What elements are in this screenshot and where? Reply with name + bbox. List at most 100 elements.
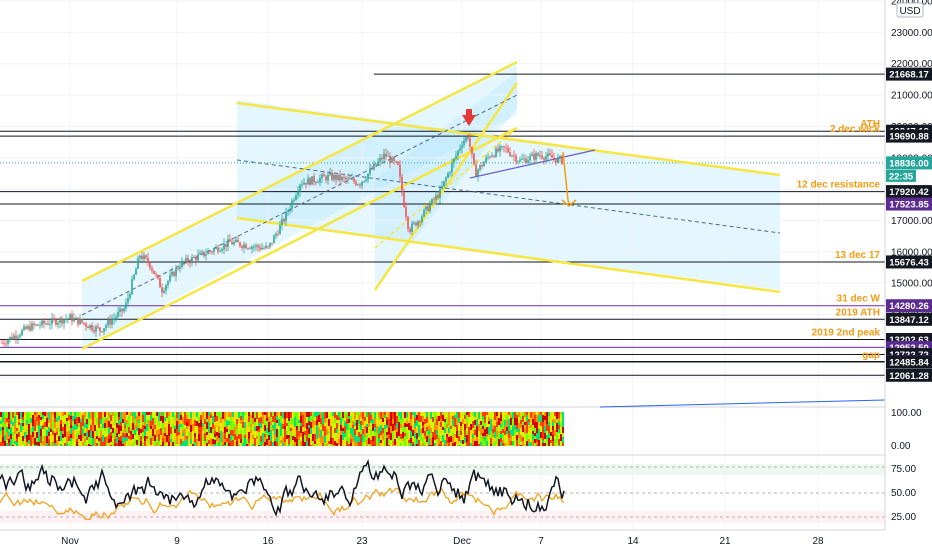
heatmap-cell bbox=[184, 429, 186, 434]
heatmap-cell bbox=[280, 436, 282, 440]
heatmap-cell bbox=[544, 439, 546, 443]
heatmap-cell bbox=[334, 441, 336, 445]
heatmap-cell bbox=[426, 423, 428, 427]
heatmap-cell bbox=[298, 420, 300, 423]
heatmap-cell bbox=[256, 436, 258, 439]
heatmap-cell bbox=[230, 441, 232, 446]
heatmap-cell bbox=[494, 432, 496, 438]
heatmap-cell bbox=[72, 439, 74, 442]
heatmap-cell bbox=[246, 426, 248, 432]
heatmap-cell bbox=[154, 425, 156, 429]
heatmap-cell bbox=[82, 426, 84, 429]
heatmap-cell bbox=[374, 432, 376, 436]
heatmap-cell bbox=[14, 423, 16, 429]
heatmap-cell bbox=[412, 415, 414, 419]
heatmap-cell bbox=[534, 418, 536, 422]
heatmap-cell bbox=[26, 420, 28, 425]
heatmap-trend-line bbox=[599, 399, 886, 408]
heatmap-cell bbox=[52, 424, 54, 431]
heatmap-cell bbox=[174, 440, 176, 445]
heatmap-cell bbox=[518, 444, 520, 446]
heatmap-cell bbox=[108, 421, 110, 427]
heatmap-cell bbox=[386, 432, 388, 435]
heatmap-cell bbox=[338, 420, 340, 426]
heatmap-cell bbox=[312, 427, 314, 434]
heatmap-cell bbox=[464, 412, 466, 415]
heatmap-cell bbox=[408, 443, 410, 446]
heatmap-cell bbox=[314, 412, 316, 417]
heatmap-cell bbox=[532, 440, 534, 446]
heatmap-cell bbox=[420, 434, 422, 441]
heatmap-cell bbox=[240, 439, 242, 443]
candle-body bbox=[67, 318, 69, 320]
heatmap-cell bbox=[56, 422, 58, 428]
heatmap-cell bbox=[312, 445, 314, 446]
heatmap-cell bbox=[294, 442, 296, 446]
candle-body bbox=[223, 243, 225, 250]
heatmap-cell bbox=[128, 445, 130, 446]
heatmap-cell bbox=[560, 427, 562, 430]
heatmap-cell bbox=[480, 412, 482, 417]
heatmap-cell bbox=[0, 412, 2, 417]
heatmap-cell bbox=[276, 434, 278, 437]
heatmap-cell bbox=[492, 412, 494, 416]
heatmap-cell bbox=[58, 432, 60, 436]
time-axis[interactable]: Nov 9 16 23 Dec 7 14 21 28 bbox=[0, 529, 885, 547]
heatmap-cell bbox=[424, 439, 426, 442]
heatmap-cell bbox=[398, 440, 400, 446]
heatmap-cell bbox=[494, 420, 496, 426]
candle-body bbox=[467, 136, 469, 139]
heatmap-cell bbox=[152, 429, 154, 436]
candle-body bbox=[125, 302, 127, 309]
heatmap-cell bbox=[248, 422, 250, 427]
heatmap-cell bbox=[140, 426, 142, 429]
heatmap-cell bbox=[326, 438, 328, 444]
heatmap-cell bbox=[270, 421, 272, 425]
heatmap-cell bbox=[402, 441, 404, 446]
heatmap-cell bbox=[458, 412, 460, 418]
level-price-tag-label: 15676.43 bbox=[889, 257, 929, 268]
heatmap-cell bbox=[172, 438, 174, 442]
heatmap-cell bbox=[316, 439, 318, 444]
heatmap-cell bbox=[34, 427, 36, 431]
heatmap-cell bbox=[276, 442, 278, 446]
currency-badge[interactable] bbox=[896, 2, 924, 18]
heatmap-cell bbox=[186, 439, 188, 446]
heatmap-cell bbox=[74, 430, 76, 437]
heatmap-cell bbox=[492, 437, 494, 443]
heatmap-cell bbox=[222, 425, 224, 432]
heatmap-cell bbox=[386, 445, 388, 446]
heatmap-cell bbox=[320, 412, 322, 418]
heatmap-cell bbox=[408, 434, 410, 440]
heatmap-cell bbox=[318, 428, 320, 431]
heatmap-cell bbox=[460, 426, 462, 431]
heatmap-cell bbox=[450, 436, 452, 442]
heatmap-cell bbox=[122, 433, 124, 437]
heatmap-cell bbox=[452, 426, 454, 429]
heatmap-cell bbox=[310, 412, 312, 416]
heatmap-cell bbox=[110, 412, 112, 415]
heatmap-cell bbox=[304, 415, 306, 421]
heatmap-cell bbox=[330, 419, 332, 426]
heatmap-cell bbox=[366, 417, 368, 424]
heatmap-cell bbox=[124, 416, 126, 422]
heatmap-cell bbox=[420, 422, 422, 429]
heatmap-cell bbox=[80, 441, 82, 446]
heatmap-cell bbox=[50, 437, 52, 442]
heatmap-cell bbox=[422, 416, 424, 422]
heatmap-cell bbox=[212, 429, 214, 434]
heatmap-cell bbox=[216, 432, 218, 436]
price-axis[interactable]: 24000.0023000.0022000.0021000.0020000.00… bbox=[884, 0, 932, 530]
heatmap-cell bbox=[526, 433, 528, 437]
heatmap-cell bbox=[212, 423, 214, 429]
heatmap-cell bbox=[8, 443, 10, 446]
heatmap-cell bbox=[368, 432, 370, 438]
candle-body bbox=[487, 156, 489, 158]
heatmap-cell bbox=[464, 415, 466, 419]
heatmap-cell bbox=[526, 421, 528, 427]
heatmap-cell bbox=[102, 435, 104, 442]
candle-body bbox=[475, 164, 477, 177]
heatmap-cell bbox=[384, 418, 386, 425]
